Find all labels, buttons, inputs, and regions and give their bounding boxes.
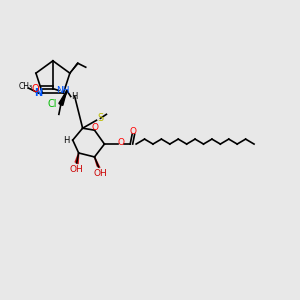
Text: O: O — [91, 123, 98, 132]
Text: Cl: Cl — [47, 99, 57, 110]
Text: OH: OH — [94, 169, 107, 178]
Text: O: O — [118, 138, 125, 147]
Text: NH: NH — [56, 86, 70, 95]
Text: S: S — [98, 113, 103, 123]
Text: H: H — [64, 136, 70, 145]
Text: O: O — [31, 84, 39, 94]
Text: H: H — [71, 92, 78, 101]
Polygon shape — [94, 157, 100, 168]
Text: N: N — [34, 88, 43, 98]
Text: O: O — [130, 127, 137, 136]
Text: OH: OH — [70, 165, 84, 174]
Polygon shape — [59, 91, 67, 105]
Polygon shape — [75, 153, 79, 164]
Text: CH₃: CH₃ — [19, 82, 33, 91]
